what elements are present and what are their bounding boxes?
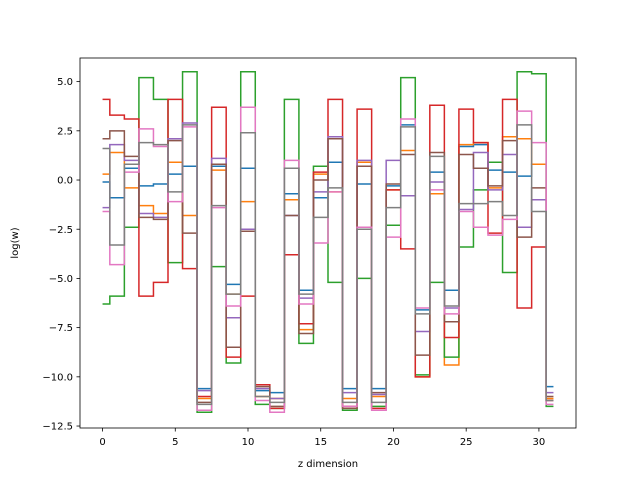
y-tick-label: 2.5 xyxy=(57,126,73,137)
x-axis-label: z dimension xyxy=(298,459,358,470)
series-line-8 xyxy=(102,124,554,406)
x-tick-label: 25 xyxy=(460,437,473,448)
y-tick-label: −7.5 xyxy=(49,323,73,334)
y-tick-label: −5.0 xyxy=(49,274,73,285)
y-tick-label: −2.5 xyxy=(49,225,73,236)
y-tick-label: 5.0 xyxy=(57,77,73,88)
y-axis: −12.5 −10.0 −7.5 −5.0 −2.5 0.0 2.5 5.0 xyxy=(42,77,80,433)
y-tick-label: −12.5 xyxy=(42,422,73,433)
x-tick-label: 15 xyxy=(314,437,327,448)
axes-frame xyxy=(79,57,577,429)
x-tick-label: 5 xyxy=(172,437,178,448)
y-tick-label: 0.0 xyxy=(57,176,73,187)
x-tick-label: 20 xyxy=(387,437,400,448)
x-axis: 0 5 10 15 20 25 30 xyxy=(99,428,545,448)
y-tick-label: −10.0 xyxy=(42,372,73,383)
x-tick-label: 10 xyxy=(242,437,255,448)
x-tick-label: 30 xyxy=(533,437,546,448)
x-tick-label: 0 xyxy=(99,437,105,448)
series-line-4 xyxy=(102,98,554,410)
series-layer xyxy=(102,71,554,414)
series-line-6 xyxy=(102,130,554,410)
y-axis-label: log(w) xyxy=(10,227,21,258)
